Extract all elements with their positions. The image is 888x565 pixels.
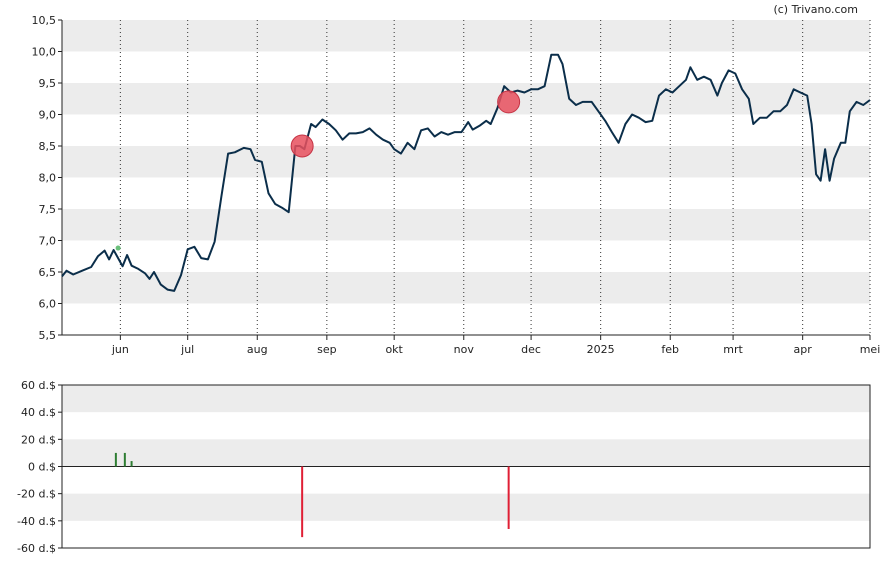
price-y-tick-label: 10,5 <box>32 14 57 27</box>
price-grid-band <box>62 83 870 115</box>
x-tick-label: apr <box>794 343 813 356</box>
x-tick-label: mei <box>860 343 881 356</box>
volume-y-tick-label: 20 d.$ <box>21 433 56 446</box>
x-tick-label: mrt <box>723 343 743 356</box>
price-grid-band <box>62 20 870 52</box>
x-tick-label: dec <box>521 343 541 356</box>
price-panel: 10,5 10,0 9,5 9,0 8,5 8,0 7,5 7,0 6,5 6,0 5,5 jun ju… <box>32 14 881 356</box>
price-y-tick-label: 7,0 <box>39 235 57 248</box>
price-y-tick-label: 5,5 <box>39 329 57 342</box>
price-y-tick-label: 6,5 <box>39 266 57 279</box>
volume-panel: 60 d.$ 40 d.$ 20 d.$ 0 d.$ -20 d.$ -40 d.$ -60… <box>17 379 871 555</box>
x-tick-label: okt <box>385 343 403 356</box>
volume-y-tick-label: -40 d.$ <box>17 515 56 528</box>
price-y-tick-label: 9,5 <box>39 77 57 90</box>
volume-y-tick-label: 40 d.$ <box>21 406 56 419</box>
x-tick-label: feb <box>661 343 679 356</box>
sell-marker <box>497 90 521 114</box>
price-grid-band <box>62 209 870 241</box>
x-tick-label: nov <box>454 343 475 356</box>
volume-grid-band <box>62 493 870 521</box>
price-y-tick-label: 9,0 <box>39 109 57 122</box>
volume-y-tick-label: -60 d.$ <box>17 542 56 555</box>
copyright-label: (c) Trivano.com <box>773 3 858 16</box>
price-y-tick-label: 8,5 <box>39 140 57 153</box>
price-grid-band <box>62 146 870 178</box>
price-y-tick-label: 10,0 <box>32 46 57 59</box>
volume-grid-band <box>62 385 870 413</box>
volume-y-tick-label: 60 d.$ <box>21 379 56 392</box>
x-tick-label: jun <box>111 343 129 356</box>
buy-marker <box>115 245 121 251</box>
price-y-tick-label: 8,0 <box>39 172 57 185</box>
volume-grid-band <box>62 439 870 467</box>
price-y-tick-label: 7,5 <box>39 203 57 216</box>
x-tick-label: jul <box>180 343 194 356</box>
x-tick-label: aug <box>247 343 268 356</box>
price-line <box>61 53 871 292</box>
sell-marker <box>290 134 314 158</box>
price-grid-band <box>62 272 870 304</box>
x-tick-label: sep <box>317 343 336 356</box>
volume-y-tick-label: 0 d.$ <box>28 461 56 474</box>
volume-y-tick-label: -20 d.$ <box>17 488 56 501</box>
x-tick-label: 2025 <box>587 343 615 356</box>
price-y-tick-label: 6,0 <box>39 298 57 311</box>
